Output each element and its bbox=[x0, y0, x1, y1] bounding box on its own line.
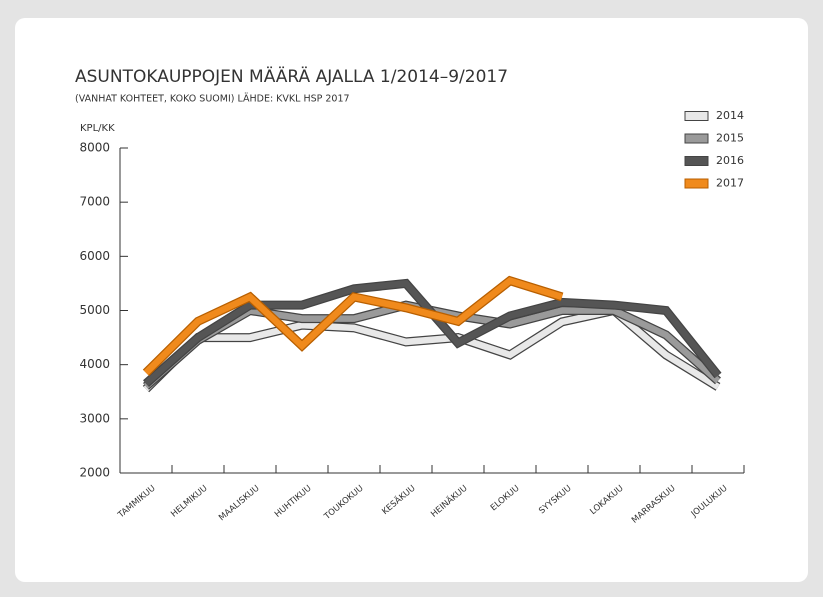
legend-label: 2014 bbox=[716, 109, 744, 122]
legend-label: 2016 bbox=[716, 154, 744, 167]
y-tick-label: 7000 bbox=[79, 195, 110, 209]
y-tick-label: 2000 bbox=[79, 466, 110, 480]
y-tick-label: 4000 bbox=[79, 357, 110, 371]
chart-subtitle: (VANHAT KOHTEET, KOKO SUOMI) LÄHDE: KVKL… bbox=[75, 94, 350, 105]
y-tick-label: 8000 bbox=[79, 141, 110, 155]
line bbox=[143, 277, 563, 376]
y-axis-label: KPL/KK bbox=[80, 123, 115, 134]
y-tick-label: 5000 bbox=[79, 303, 110, 317]
legend-swatch bbox=[684, 133, 709, 144]
y-tick-label: 3000 bbox=[79, 411, 110, 425]
legend-swatch bbox=[684, 111, 709, 121]
card bbox=[15, 18, 808, 582]
legend-label: 2017 bbox=[716, 177, 744, 190]
legend-label: 2015 bbox=[716, 132, 744, 145]
legend-swatch bbox=[684, 178, 709, 189]
chart-title: ASUNTOKAUPPOJEN MÄÄRÄ AJALLA 1/2014–9/20… bbox=[75, 66, 508, 87]
y-tick-label: 6000 bbox=[79, 249, 110, 263]
legend-swatch bbox=[684, 156, 709, 166]
